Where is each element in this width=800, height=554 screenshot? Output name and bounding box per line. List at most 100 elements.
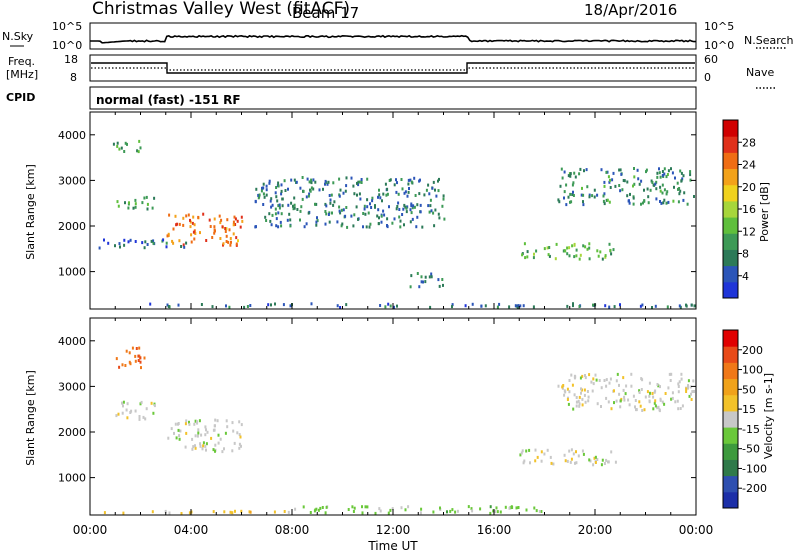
data-cell: [180, 245, 183, 248]
data-cell: [377, 222, 380, 226]
data-cell: [386, 217, 389, 221]
data-cell: [517, 506, 520, 509]
y-tick-label: 2000: [58, 426, 86, 439]
data-cell: [680, 179, 683, 183]
data-cell: [589, 459, 592, 463]
data-cell: [118, 365, 121, 369]
data-cell: [184, 445, 187, 449]
data-cell: [395, 207, 398, 211]
data-cell: [152, 411, 155, 415]
data-cell: [428, 275, 431, 279]
data-cell: [692, 379, 695, 383]
data-cell: [140, 400, 143, 404]
data-cell: [431, 186, 434, 190]
data-cell: [289, 218, 292, 222]
data-cell: [265, 193, 268, 197]
data-cell: [263, 195, 266, 199]
data-cell: [584, 245, 587, 249]
data-cell: [566, 398, 569, 401]
data-cell: [296, 208, 299, 211]
data-cell: [568, 246, 571, 250]
data-cell: [588, 246, 591, 250]
data-cell: [396, 304, 398, 308]
data-cell: [569, 174, 572, 178]
data-cell: [690, 398, 693, 401]
data-cell: [640, 388, 643, 391]
data-cell: [581, 186, 583, 190]
data-cell: [524, 256, 527, 260]
data-cell: [246, 305, 249, 308]
data-cell: [504, 505, 507, 509]
data-cell: [336, 304, 339, 308]
data-cell: [410, 204, 413, 208]
data-cell: [638, 391, 641, 394]
data-cell: [588, 193, 591, 197]
data-cell: [122, 404, 124, 408]
data-cell: [204, 444, 207, 448]
power-y-ticks: 1000 2000 3000 4000: [58, 129, 696, 279]
data-cell: [508, 506, 511, 510]
data-cell: [302, 189, 305, 193]
data-cell: [225, 304, 227, 308]
data-cell: [167, 436, 170, 440]
data-cell: [535, 249, 538, 253]
data-cell: [659, 200, 661, 203]
data-cell: [399, 225, 402, 229]
data-cell: [652, 183, 655, 187]
data-cell: [192, 445, 195, 449]
data-cell: [340, 224, 343, 228]
data-cell: [136, 149, 139, 153]
data-cell: [280, 189, 283, 193]
data-cell: [342, 191, 345, 195]
data-cell: [480, 304, 483, 308]
data-cell: [325, 204, 328, 208]
data-cell: [314, 508, 317, 512]
data-cell: [661, 191, 664, 195]
data-cell: [442, 197, 445, 201]
data-cell: [641, 303, 644, 307]
data-cell: [566, 459, 569, 463]
data-cell: [580, 193, 583, 197]
data-cell: [652, 407, 655, 411]
data-cell: [410, 202, 413, 206]
data-cell: [179, 429, 182, 433]
data-cell: [605, 458, 608, 462]
data-cell: [680, 171, 683, 175]
data-cell: [581, 449, 584, 453]
data-cell: [575, 396, 578, 399]
data-cell: [437, 278, 440, 282]
data-cell: [199, 442, 202, 446]
data-cell: [522, 304, 525, 308]
data-cell: [639, 304, 642, 308]
data-cell: [637, 177, 640, 181]
data-cell: [262, 203, 265, 206]
data-cell: [249, 510, 252, 514]
data-cell: [302, 505, 305, 509]
data-cell: [563, 196, 565, 200]
velocity-colorbar-label: Velocity [m s-1]: [762, 373, 775, 459]
data-cell: [185, 241, 188, 245]
data-cell: [655, 187, 658, 191]
data-cell: [224, 227, 227, 230]
nsky-series: [90, 34, 697, 44]
data-cell: [525, 449, 528, 453]
data-cell: [329, 201, 332, 205]
data-cell: [121, 411, 124, 415]
data-cell: [117, 412, 120, 416]
colorbar-swatch: [723, 233, 738, 250]
data-cell: [240, 423, 243, 427]
data-cell: [635, 408, 637, 412]
data-cell: [451, 508, 454, 512]
data-cell: [565, 183, 568, 187]
data-cell: [540, 459, 543, 463]
data-cell: [202, 212, 205, 216]
data-cell: [689, 178, 692, 182]
data-cell: [654, 389, 657, 393]
data-cell: [341, 222, 344, 226]
data-cell: [603, 184, 606, 188]
data-cell: [265, 219, 268, 222]
y-tick-label: 3000: [58, 380, 86, 393]
data-cell: [224, 431, 227, 435]
data-cell: [419, 210, 422, 214]
data-cell: [228, 305, 231, 309]
